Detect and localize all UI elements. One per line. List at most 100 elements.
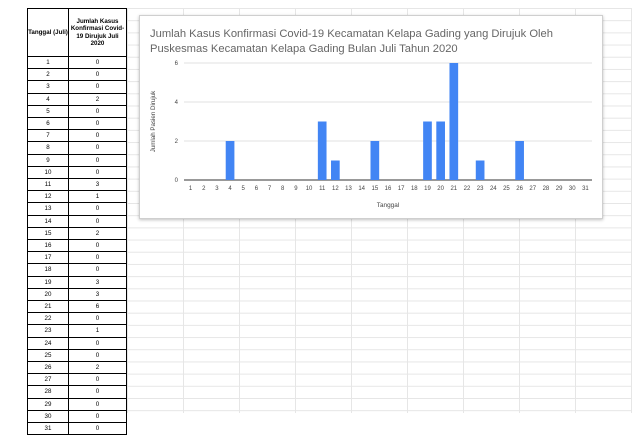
x-tick-label: 15 [371,186,378,192]
x-tick-label: 3 [215,186,219,192]
cell-day: 29 [27,397,69,411]
cell-cases: 0 [68,397,127,411]
table-row: 16 0 [27,239,127,253]
table-row: 25 0 [27,348,127,363]
table-row: 17 0 [27,251,127,265]
cell-day: 18 [27,263,69,277]
cell-day: 3 [27,80,69,94]
cell-day: 10 [27,165,69,180]
x-tick-label: 23 [477,186,484,192]
table-row: 14 0 [27,214,127,228]
bar [449,63,459,180]
cell-cases: 0 [68,373,127,387]
cell-day: 17 [27,251,69,265]
chart-title: Jumlah Kasus Konfirmasi Covid-19 Kecamat… [150,28,553,55]
x-tick-label: 26 [516,186,523,192]
cell-cases: 2 [68,92,127,106]
cell-cases: 0 [68,129,127,143]
cell-cases: 1 [68,324,127,338]
table-row: 15 2 [27,226,127,241]
cell-day: 27 [27,373,69,387]
cell-cases: 3 [68,275,127,289]
chart-card[interactable]: Jumlah Kasus Konfirmasi Covid-19 Kecamat… [139,15,603,219]
cell-cases: 1 [68,190,127,204]
cell-day: 11 [27,178,69,192]
table-row: 27 0 [27,373,127,387]
bar [515,141,524,180]
cell-cases: 0 [68,336,127,350]
cell-cases: 0 [68,165,127,180]
bar [423,121,432,180]
table-row: 23 1 [27,324,127,338]
cell-day: 31 [27,422,69,435]
cell-cases: 2 [68,361,127,375]
x-tick-label: 14 [358,186,365,192]
cell-day: 30 [27,409,69,424]
cell-day: 22 [27,312,69,326]
bar [370,141,380,180]
cell-cases: 0 [68,202,127,216]
cell-day: 14 [27,214,69,228]
x-tick-label: 30 [569,186,576,192]
cell-day: 12 [27,190,69,204]
cell-day: 26 [27,361,69,375]
cell-cases: 2 [68,226,127,241]
cell-day: 6 [27,117,69,131]
cell-day: 16 [27,239,69,253]
cell-day: 19 [27,275,69,289]
cell-day: 5 [27,104,69,119]
x-tick-label: 1 [189,186,193,192]
x-tick-label: 2 [202,186,206,192]
x-tick-label: 13 [345,186,352,192]
table-row: 13 0 [27,202,127,216]
cell-cases: 3 [68,287,127,302]
cell-cases: 0 [68,263,127,277]
cell-cases: 3 [68,178,127,192]
y-tick-label: 2 [175,139,179,145]
table-row: 20 3 [27,287,127,302]
cell-day: 28 [27,385,69,399]
x-tick-label: 6 [255,186,259,192]
x-tick-label: 9 [294,186,298,192]
x-tick-label: 12 [332,186,339,192]
header-jumlah-kasus: Jumlah Kasus Konfirmasi Covid-19 Dirujuk… [68,8,127,57]
table-row: 26 2 [27,361,127,375]
bar [331,160,340,180]
x-tick-label: 4 [228,186,232,192]
x-tick-label: 8 [281,186,285,192]
table-row: 28 0 [27,385,127,399]
x-tick-label: 29 [556,186,563,192]
bar [475,160,485,180]
table-row: 12 1 [27,190,127,204]
x-tick-label: 11 [319,186,326,192]
cell-day: 24 [27,336,69,350]
bar [225,141,235,180]
cell-cases: 0 [68,80,127,94]
x-tick-label: 31 [582,186,589,192]
cell-cases: 0 [68,68,127,82]
cell-cases: 0 [68,214,127,228]
table-row: 22 0 [27,312,127,326]
x-tick-label: 24 [490,186,497,192]
cell-day: 2 [27,68,69,82]
table-row: 18 0 [27,263,127,277]
cell-cases: 0 [68,422,127,435]
cell-day: 8 [27,141,69,155]
x-tick-label: 22 [464,186,471,192]
cell-cases: 0 [68,312,127,326]
cell-day: 23 [27,324,69,338]
y-tick-label: 0 [175,178,179,184]
cell-cases: 0 [68,141,127,155]
table-body: 1 0 2 0 3 0 4 2 5 0 6 0 7 0 8 0 9 0 10 0 11 3 12 1 13 0 14 0 15 2 16 0 1… [27,55,127,435]
y-tick-label: 6 [175,61,179,67]
x-tick-label: 5 [242,186,246,192]
cell-day: 15 [27,226,69,241]
